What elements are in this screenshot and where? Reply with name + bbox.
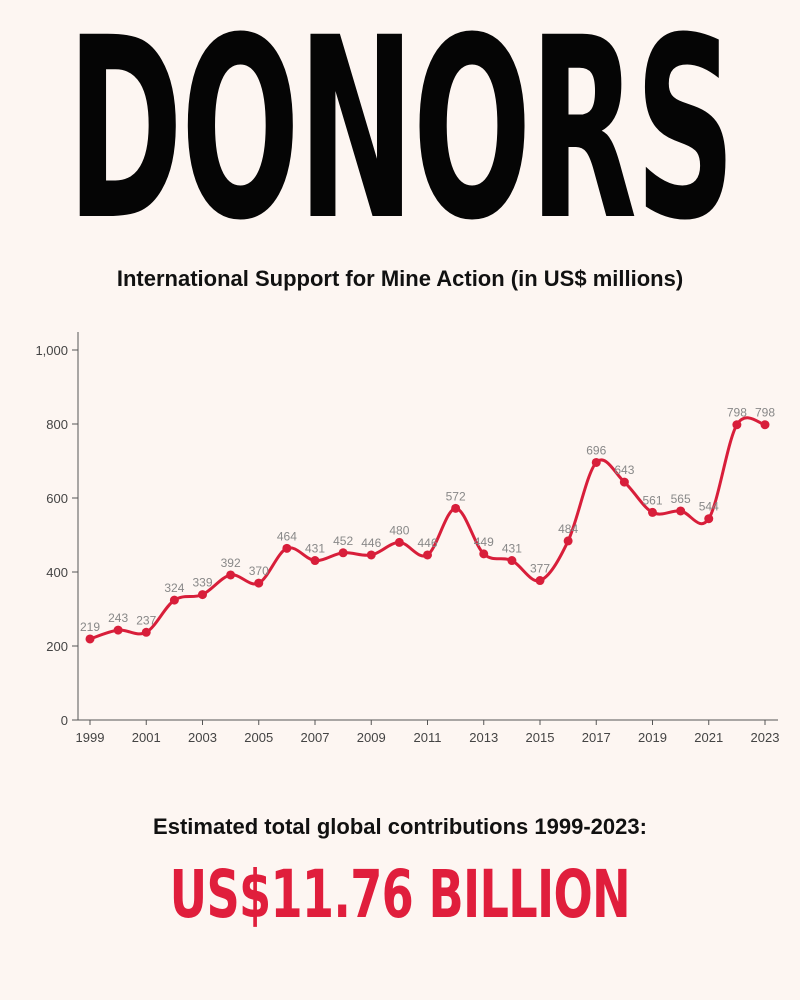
data-label: 798 (755, 406, 775, 420)
y-tick-label: 800 (46, 417, 68, 432)
data-label: 446 (417, 536, 437, 550)
x-tick-label: 2007 (301, 730, 330, 745)
x-tick-label: 2013 (469, 730, 498, 745)
data-label: 449 (474, 535, 494, 549)
data-label: 431 (502, 542, 522, 556)
x-tick-label: 2023 (751, 730, 780, 745)
total-label: Estimated total global contributions 199… (153, 814, 647, 839)
data-point (366, 550, 376, 560)
y-tick-label: 400 (46, 565, 68, 580)
y-tick-label: 1,000 (35, 343, 68, 358)
data-point (198, 590, 207, 600)
data-point (169, 595, 179, 605)
data-point (282, 543, 292, 553)
y-tick-label: 0 (61, 713, 68, 728)
data-label: 696 (586, 443, 606, 457)
chart-title: International Support for Mine Action (i… (116, 266, 684, 291)
x-tick-label: 2017 (582, 730, 611, 745)
data-label: 480 (389, 523, 409, 537)
data-label: 446 (361, 536, 381, 550)
data-label: 565 (671, 492, 691, 506)
total-value-text: US$11.76 BILLION (169, 856, 631, 933)
data-point (507, 556, 517, 566)
data-point (732, 420, 742, 430)
data-point (704, 514, 714, 524)
data-point (141, 627, 151, 637)
data-label: 339 (192, 576, 212, 590)
data-label: 237 (136, 613, 156, 627)
data-label: 243 (108, 611, 128, 625)
data-point (648, 507, 657, 517)
data-label: 643 (614, 463, 634, 477)
data-label: 452 (333, 534, 353, 548)
data-point (113, 625, 123, 635)
data-point (676, 506, 686, 516)
headline: DONORS (0, 0, 800, 260)
total-value: US$11.76 BILLION (0, 862, 800, 928)
data-point (479, 549, 489, 559)
data-point (563, 536, 573, 546)
y-tick-label: 600 (46, 491, 68, 506)
data-point (535, 576, 545, 586)
data-point (619, 477, 629, 487)
data-point (254, 578, 264, 588)
series-line (88, 416, 767, 641)
x-tick-label: 2009 (357, 730, 386, 745)
data-label: 484 (558, 522, 578, 536)
x-tick-label: 2001 (132, 730, 161, 745)
data-point (760, 420, 770, 430)
x-tick-label: 2019 (638, 730, 667, 745)
line-chart: 0 200 400 600 800 1,000 1999 2001 2003 2005 2007 20… (35, 332, 780, 745)
data-label: 464 (277, 529, 297, 543)
data-point (591, 457, 601, 467)
x-tick-label: 2021 (694, 730, 723, 745)
data-point (451, 503, 461, 513)
data-label: 544 (699, 500, 719, 514)
data-point (338, 548, 348, 558)
data-label: 324 (164, 581, 184, 595)
y-tick-label: 200 (46, 639, 68, 654)
data-label: 219 (80, 620, 100, 634)
x-tick-label: 2005 (244, 730, 273, 745)
x-tick-label: 1999 (76, 730, 105, 745)
data-label: 572 (446, 489, 466, 503)
data-label: 561 (642, 493, 662, 507)
data-point (226, 570, 236, 580)
data-label: 798 (727, 406, 747, 420)
data-point (85, 634, 95, 644)
data-point (394, 537, 404, 547)
data-point (423, 550, 432, 560)
x-tick-label: 2015 (526, 730, 555, 745)
x-tick-label: 2003 (188, 730, 217, 745)
data-label: 431 (305, 542, 325, 556)
headline-text: DONORS (66, 0, 736, 275)
data-point (310, 556, 320, 566)
x-tick-label: 2011 (414, 730, 442, 745)
data-label: 377 (530, 562, 550, 576)
data-label: 392 (221, 556, 241, 570)
data-label: 370 (249, 564, 269, 578)
